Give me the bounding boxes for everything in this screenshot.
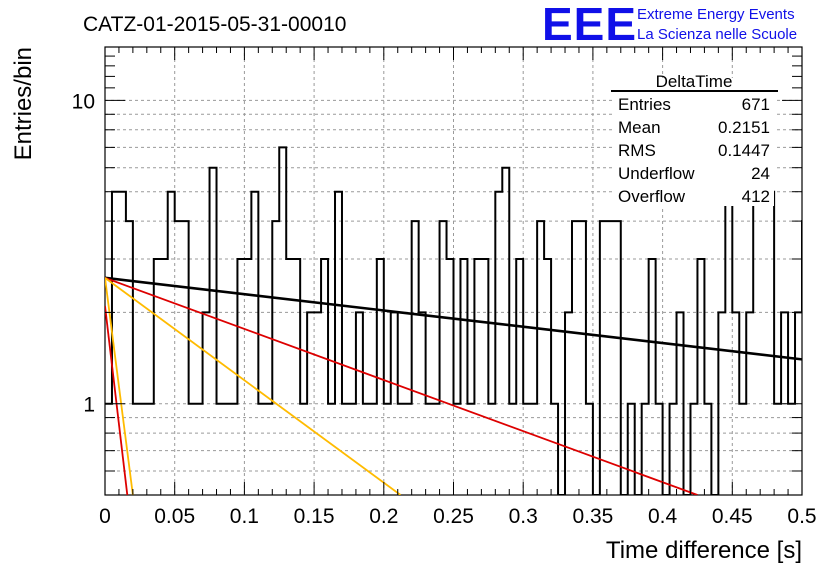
histogram-line xyxy=(105,146,802,495)
x-tick-label: 0.1 xyxy=(230,505,259,528)
fit-line-4 xyxy=(105,305,129,495)
y-axis-ticks: 1 10 xyxy=(72,55,802,472)
x-tick-label: 0 xyxy=(99,505,111,528)
x-tick-label: 0.5 xyxy=(787,505,816,528)
fit-line-5 xyxy=(105,277,134,495)
y-tick-label: 1 xyxy=(83,394,95,417)
stats-row-value: 671 xyxy=(742,95,770,114)
x-tick-label: 0.15 xyxy=(294,505,335,528)
stats-row-label: RMS xyxy=(618,141,656,160)
stats-row-label: Mean xyxy=(618,118,661,137)
fit-line-3 xyxy=(105,277,402,495)
x-tick-label: 0.35 xyxy=(572,505,613,528)
logo-subtitle-line1: Extreme Energy Events xyxy=(637,6,795,23)
y-tick-label: 10 xyxy=(72,90,95,113)
y-axis-label: Entries/bin xyxy=(10,47,37,160)
stats-row-label: Underflow xyxy=(618,164,695,183)
x-tick-label: 0.3 xyxy=(509,505,538,528)
stats-row-label: Overflow xyxy=(618,187,686,206)
x-tick-label: 0.4 xyxy=(648,505,678,528)
chart-title: CATZ-01-2015-05-31-00010 xyxy=(83,13,346,36)
stats-row-value: 0.1447 xyxy=(718,141,770,160)
logo-subtitle-line2: La Scienza nelle Scuole xyxy=(637,26,797,43)
eee-logo: EEE xyxy=(542,0,637,50)
x-tick-label: 0.25 xyxy=(433,505,474,528)
stats-box-background xyxy=(614,78,774,206)
x-tick-label: 0.05 xyxy=(154,505,195,528)
stats-row-value: 24 xyxy=(751,164,770,183)
fit-line-1 xyxy=(105,276,802,361)
x-tick-label: 0.2 xyxy=(369,505,398,528)
stats-row-value: 0.2151 xyxy=(718,118,770,137)
x-axis-label: Time difference [s] xyxy=(606,537,802,564)
stats-box: DeltaTime Entries 671 Mean 0.2151 RMS 0.1447 U… xyxy=(611,72,778,206)
stats-row-value: 412 xyxy=(742,187,770,206)
stats-box-name: DeltaTime xyxy=(656,72,733,91)
x-axis-ticks: 0 0.05 0.1 0.15 0.2 0.25 0.3 0.35 0.4 0.45 0.5 xyxy=(99,47,817,528)
x-tick-label: 0.45 xyxy=(712,505,753,528)
fit-line-2 xyxy=(105,276,698,495)
fit-lines xyxy=(105,276,802,495)
stats-row-label: Entries xyxy=(618,95,671,114)
